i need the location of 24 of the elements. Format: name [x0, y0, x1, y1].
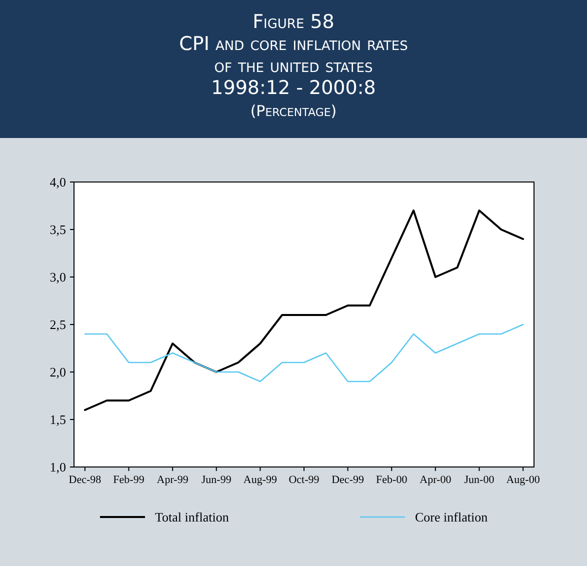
x-tick-label: Feb-99: [113, 474, 145, 486]
chart-title: Figure 58 CPI and core inflation rates of the united states 1998:12 - 2000:8: [179, 11, 408, 99]
legend-label: Total inflation: [155, 510, 230, 525]
chart-subtitle: (Percentage): [250, 102, 337, 120]
y-tick-label: 3,5: [50, 222, 66, 238]
x-tick-label: Oct-99: [288, 474, 320, 486]
x-tick-label: Dec-98: [68, 474, 102, 486]
y-tick-label: 1,0: [50, 460, 66, 475]
x-tick-label: Feb-00: [376, 474, 408, 486]
x-tick-label: Jun-99: [201, 474, 232, 486]
legend-label: Core inflation: [415, 510, 488, 525]
y-tick-label: 3,0: [50, 270, 66, 285]
y-tick-label: 4,0: [50, 174, 66, 190]
y-tick-label: 2,5: [50, 317, 66, 332]
x-tick-label: Jun-00: [464, 474, 495, 486]
x-tick-label: Apr-00: [420, 474, 452, 486]
x-tick-label: Aug-99: [243, 474, 278, 486]
line-series: [84, 324, 524, 382]
x-tick-label: Dec-99: [332, 474, 364, 486]
line-series: [84, 210, 524, 411]
x-tick-label: Apr-99: [156, 474, 189, 486]
y-tick-label: 2,0: [50, 364, 66, 380]
x-tick-label: Aug-00: [506, 474, 540, 486]
y-tick-label: 1,5: [50, 412, 66, 428]
